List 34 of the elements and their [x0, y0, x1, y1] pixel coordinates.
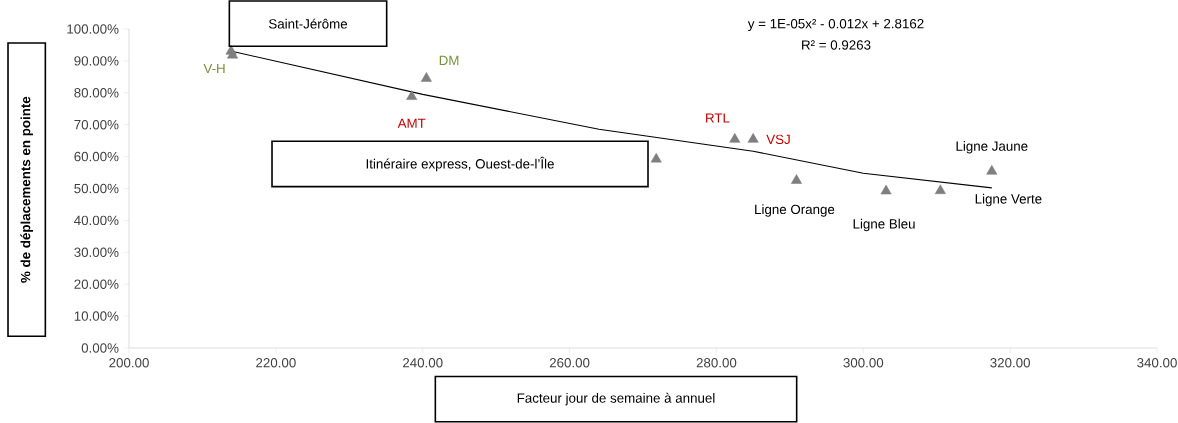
annotation: VSJ	[766, 134, 790, 145]
y-tick-label: 0.00%	[81, 343, 119, 353]
x-tick-label: 280.00	[696, 358, 737, 368]
x-tick-label: 200.00	[109, 358, 149, 368]
x-axis-title: Facteur jour de semaine à annuel	[517, 392, 715, 406]
annotation: DM	[439, 55, 459, 66]
annotation: y = 1E-05x² - 0.012x + 2.8162	[747, 18, 924, 32]
y-tick-label: 40.00%	[74, 215, 119, 226]
annotation: Ligne Verte	[975, 193, 1042, 207]
annotation: Itinéraire express, Ouest-de-l’Île	[366, 156, 554, 172]
x-tick-label: 220.00	[256, 358, 296, 368]
annotation: RTL	[706, 113, 730, 123]
annotation: AMT	[397, 118, 426, 128]
y-tick-label: 10.00%	[74, 311, 119, 321]
y-tick-label: 30.00%	[74, 247, 119, 257]
y-tick-label: 20.00%	[74, 279, 119, 289]
y-tick-label: 60.00%	[74, 151, 119, 162]
annotation: Ligne Jaune	[956, 141, 1028, 154]
x-tick-label: 240.00	[403, 358, 443, 368]
y-tick-label: 100.00%	[67, 24, 119, 34]
y-tick-label: 90.00%	[74, 56, 119, 66]
y-tick-label: 80.00%	[74, 88, 119, 98]
annotation: R² = 0.9263	[802, 40, 871, 50]
annotation: Ligne Bleu	[853, 218, 915, 232]
x-tick-label: 320.00	[990, 358, 1031, 368]
y-tick-label: 50.00%	[74, 183, 119, 194]
y-axis-title: % de déplacements en pointe	[20, 96, 33, 283]
text: Saint-Jérôme	[268, 18, 348, 29]
annotation: V-H	[203, 63, 225, 74]
annotation: Ligne Orange	[755, 204, 835, 217]
y-tick-label: 70.00%	[74, 119, 119, 130]
x-tick-label: 260.00	[549, 358, 590, 368]
x-tick-label: 340.00	[1137, 358, 1177, 368]
x-tick-label: 300.00	[843, 358, 884, 368]
